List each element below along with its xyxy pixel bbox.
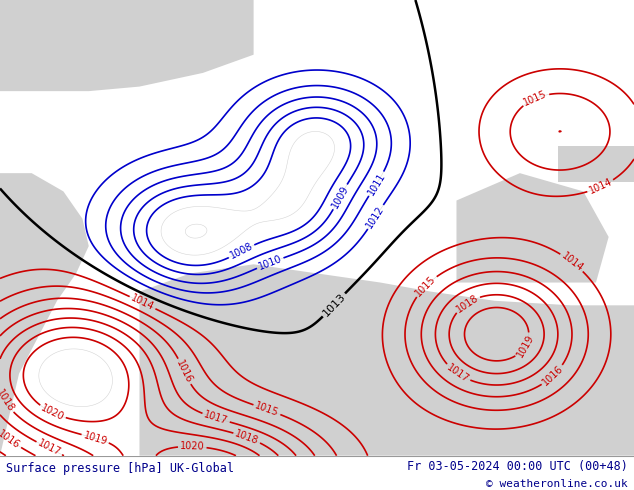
Text: 1017: 1017: [445, 363, 470, 385]
Text: Surface pressure [hPa] UK-Global: Surface pressure [hPa] UK-Global: [6, 462, 235, 475]
Text: 1020: 1020: [180, 441, 205, 452]
Text: 1019: 1019: [515, 333, 536, 359]
Polygon shape: [558, 146, 634, 182]
Text: 1015: 1015: [254, 401, 280, 418]
Text: 1018: 1018: [234, 428, 260, 446]
Text: 1012: 1012: [365, 204, 387, 230]
Text: 1014: 1014: [559, 251, 585, 273]
Text: 1016: 1016: [0, 429, 22, 451]
Text: 1018: 1018: [454, 293, 480, 314]
Text: 1017: 1017: [203, 410, 230, 426]
Text: 1016: 1016: [174, 358, 194, 385]
Text: 1020: 1020: [39, 403, 66, 422]
Polygon shape: [0, 0, 254, 91]
Text: 1014: 1014: [588, 177, 614, 196]
Text: 1009: 1009: [330, 184, 351, 210]
Text: 1016: 1016: [541, 364, 566, 388]
Text: 1013: 1013: [321, 292, 347, 319]
Text: 1008: 1008: [228, 241, 255, 261]
Polygon shape: [139, 264, 634, 456]
Text: 1010: 1010: [257, 254, 283, 272]
Text: 1018: 1018: [0, 388, 16, 414]
Text: 1014: 1014: [129, 293, 156, 313]
Polygon shape: [0, 173, 89, 456]
Text: © weatheronline.co.uk: © weatheronline.co.uk: [486, 479, 628, 489]
Text: 1011: 1011: [366, 171, 387, 197]
Text: 1017: 1017: [36, 439, 63, 458]
Text: 1015: 1015: [522, 89, 549, 108]
Text: Fr 03-05-2024 00:00 UTC (00+48): Fr 03-05-2024 00:00 UTC (00+48): [407, 460, 628, 473]
Text: 1019: 1019: [82, 430, 108, 446]
Text: 1015: 1015: [413, 274, 438, 298]
Polygon shape: [456, 173, 609, 283]
